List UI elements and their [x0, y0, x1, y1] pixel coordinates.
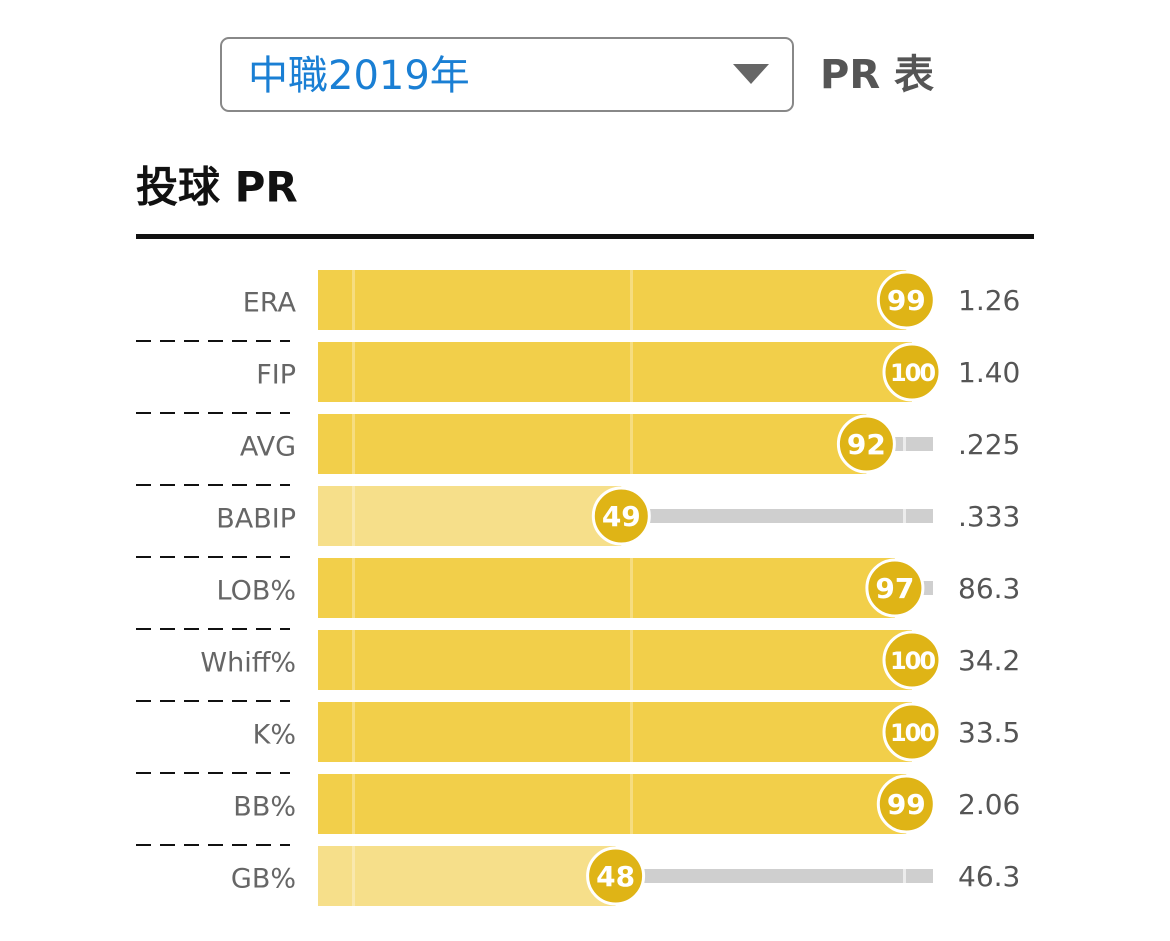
- pr-label: 100: [890, 647, 935, 675]
- bar: [318, 702, 912, 762]
- bar: [318, 630, 912, 690]
- bar-guide: [352, 486, 355, 546]
- stat-name: BB%: [233, 792, 296, 823]
- pr-circle: [591, 486, 651, 546]
- pr-circle: [882, 342, 942, 402]
- bar-guide: [630, 414, 633, 474]
- bar-guide: [352, 342, 355, 402]
- stat-value: .225: [958, 428, 1020, 461]
- pr-label: 49: [602, 500, 641, 533]
- stat-name: Whiff%: [200, 648, 296, 679]
- stat-name: GB%: [231, 864, 296, 895]
- bar-guide: [630, 270, 633, 330]
- bar-guide: [630, 342, 633, 402]
- bar-guide: [352, 414, 355, 474]
- pr-label: 99: [887, 284, 926, 317]
- dropdown-arrow[interactable]: [733, 64, 769, 84]
- bar-guide: [352, 630, 355, 690]
- stat-value: 1.26: [958, 284, 1020, 317]
- bar: [318, 414, 867, 474]
- bar-guide: [630, 774, 633, 834]
- track-tick: [903, 437, 906, 451]
- pr-circle: [865, 558, 925, 618]
- bar: [318, 270, 907, 330]
- stat-name: ERA: [243, 288, 297, 319]
- pr-label: 92: [847, 428, 886, 461]
- stat-name: LOB%: [216, 576, 296, 607]
- bar-guide: [352, 270, 355, 330]
- section-rule: [136, 234, 1034, 239]
- pr-circle: [876, 270, 936, 330]
- stat-name: AVG: [240, 432, 296, 463]
- stat-value: 1.40: [958, 356, 1020, 389]
- pr-circle: [836, 414, 896, 474]
- bar-guide: [630, 630, 633, 690]
- stat-value: 46.3: [958, 860, 1020, 893]
- stat-value: 2.06: [958, 788, 1020, 821]
- stat-value: .333: [958, 500, 1020, 533]
- pr-circle: [876, 774, 936, 834]
- bar-guide: [352, 702, 355, 762]
- pr-circle: [882, 702, 942, 762]
- track-tick: [903, 869, 906, 883]
- pr-label: 99: [887, 788, 926, 821]
- dropdown[interactable]: [220, 37, 794, 112]
- stat-value: 33.5: [958, 716, 1020, 749]
- pr-label: 48: [596, 860, 635, 893]
- bar: [318, 558, 895, 618]
- bar-guide: [352, 846, 355, 906]
- heading: PR 表: [820, 52, 934, 98]
- bar: [318, 846, 616, 906]
- track: [621, 509, 933, 523]
- pr-label: 100: [890, 359, 935, 387]
- stat-name: K%: [253, 720, 296, 751]
- pr-circle: [586, 846, 646, 906]
- stat-name: FIP: [256, 360, 296, 391]
- section-title: 投球 PR: [136, 163, 298, 212]
- stat-value: 86.3: [958, 572, 1020, 605]
- bar: [318, 774, 907, 834]
- track-tick: [903, 509, 906, 523]
- stat-value: 34.2: [958, 644, 1020, 677]
- bar-guide: [352, 558, 355, 618]
- bar: [318, 342, 912, 402]
- stat-name: BABIP: [216, 504, 296, 535]
- pr-label: 97: [875, 572, 914, 605]
- bar-guide: [630, 558, 633, 618]
- bar-guide: [352, 774, 355, 834]
- pr-circle: [882, 630, 942, 690]
- pr-label: 100: [890, 719, 935, 747]
- dropdown-value[interactable]: 中職2019年: [248, 53, 470, 99]
- bar-guide: [630, 702, 633, 762]
- track: [615, 869, 933, 883]
- bar: [318, 486, 622, 546]
